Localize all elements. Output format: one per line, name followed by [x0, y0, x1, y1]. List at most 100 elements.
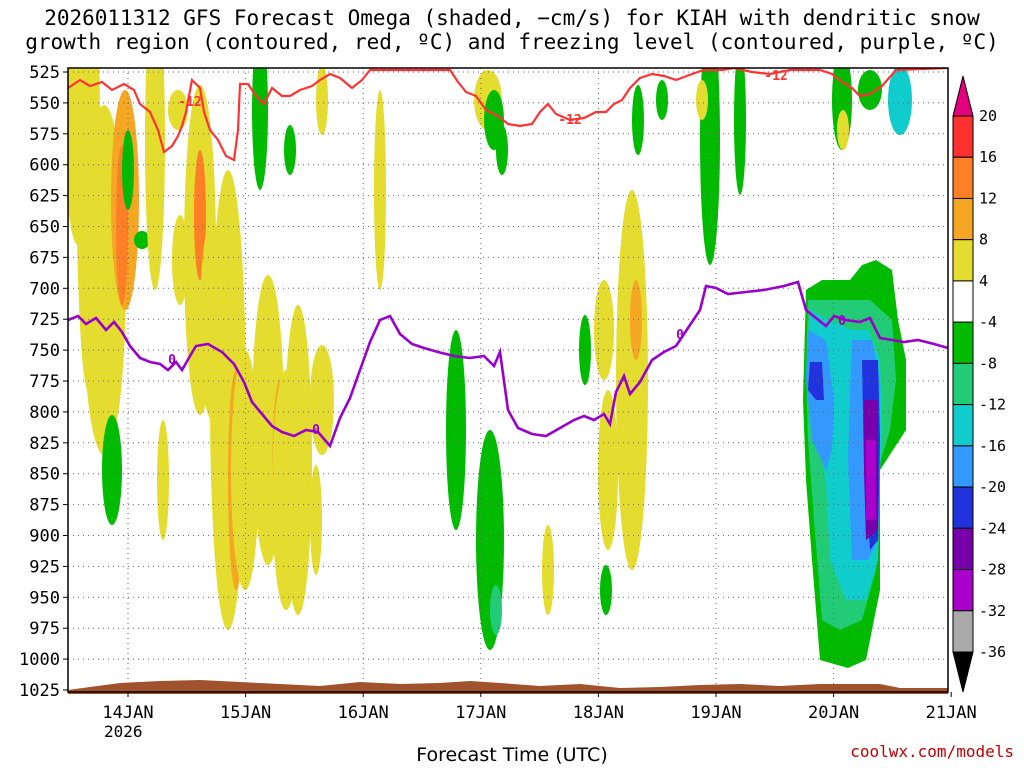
x-tick-label: 17JAN — [455, 703, 506, 723]
colorbar-segment — [952, 527, 974, 571]
dendritic-contour — [68, 68, 948, 162]
colorbar-label: -12 — [979, 396, 1006, 414]
omega-region — [866, 440, 876, 520]
plot-frame — [67, 67, 949, 693]
colorbar-label: 12 — [979, 189, 997, 207]
y-tick-label: 750 — [29, 341, 60, 361]
x-axis-label: Forecast Time (UTC) — [416, 744, 608, 766]
x-tick-label: 16JAN — [338, 703, 389, 723]
colorbar-label: -32 — [979, 602, 1006, 620]
freezing-contour-label: 0 — [312, 423, 320, 438]
y-tick-label: 1025 — [19, 681, 60, 701]
colorbar-segment — [952, 362, 974, 406]
omega-cell — [252, 68, 268, 190]
colorbar-segment — [952, 445, 974, 488]
omega-shading — [68, 68, 912, 668]
omega-cell — [310, 345, 334, 455]
omega-cell — [231, 350, 259, 590]
omega-cell — [122, 130, 134, 210]
omega-cell — [858, 70, 882, 110]
freezing-contour-label: 0 — [168, 353, 176, 368]
omega-cell — [316, 68, 328, 135]
x-tick-label: 15JAN — [220, 703, 271, 723]
colorbar-segment — [952, 404, 974, 447]
x-axis: 14JAN 15JAN 16JAN 17JAN 18JAN 19JAN 20JAN 21JAN — [102, 692, 977, 723]
colorbar-label: 4 — [979, 272, 988, 290]
colorbar-label: -28 — [979, 561, 1006, 579]
colorbar-segment — [952, 321, 974, 364]
colorbar-segment — [952, 280, 974, 323]
omega-cell — [310, 465, 322, 575]
y-tick-label: 675 — [29, 248, 60, 268]
omega-cell — [632, 85, 644, 155]
colorbar-segment — [952, 569, 974, 612]
dendritic-contour-label: -12 — [558, 113, 581, 128]
colorbar: 20 16 12 8 4 -4 -8 -12 -16 -20 -24 -28 -32 -36 — [952, 75, 1006, 693]
colorbar-segment — [952, 239, 974, 282]
omega-cell — [102, 415, 122, 525]
y-axis: 525 550 575 600 625 650 675 700 725 750 775 800 825 8… — [19, 63, 68, 701]
omega-cell — [194, 150, 206, 280]
omega-cell — [496, 125, 508, 175]
freezing-contour-label: 0 — [676, 328, 684, 343]
colorbar-label: -36 — [979, 643, 1006, 661]
y-tick-label: 825 — [29, 434, 60, 454]
colorbar-segment — [952, 610, 974, 653]
omega-cell — [446, 330, 466, 530]
y-tick-label: 800 — [29, 403, 60, 423]
omega-cell — [172, 215, 188, 305]
contours: -12 -12 -12 0 0 0 0 — [68, 68, 948, 449]
freezing-contour-label: 0 — [838, 314, 846, 329]
omega-cell — [542, 525, 554, 615]
omega-cell — [696, 80, 708, 120]
ground-terrain — [68, 680, 948, 694]
x-tick-label: 21JAN — [926, 703, 977, 723]
colorbar-label: 8 — [979, 231, 988, 249]
y-tick-label: 900 — [29, 527, 60, 547]
freezing-level-contour — [68, 280, 948, 449]
omega-cell — [616, 190, 648, 570]
y-tick-label: 775 — [29, 372, 60, 392]
colorbar-bottom-triangle — [952, 651, 974, 693]
y-tick-label: 850 — [29, 465, 60, 485]
y-tick-label: 600 — [29, 156, 60, 176]
colorbar-label: -8 — [979, 354, 997, 372]
omega-cell — [284, 305, 312, 615]
terrain-fill — [68, 680, 948, 694]
x-tick-label: 20JAN — [808, 703, 859, 723]
omega-cell — [888, 68, 912, 135]
y-tick-label: 975 — [29, 619, 60, 639]
omega-cell — [579, 315, 591, 385]
omega-region — [808, 362, 824, 400]
credit-link[interactable]: coolwx.com/models — [850, 742, 1014, 761]
colorbar-segment — [952, 197, 974, 241]
omega-cell — [594, 280, 614, 380]
colorbar-label: -20 — [979, 478, 1006, 496]
x-tick-label: 19JAN — [690, 703, 741, 723]
y-tick-label: 925 — [29, 557, 60, 577]
y-tick-label: 875 — [29, 496, 60, 516]
chart-title-line-1: 2026011312 GFS Forecast Omega (shaded, −… — [44, 6, 980, 30]
colorbar-segment — [952, 486, 974, 529]
colorbar-segment — [952, 115, 974, 158]
colorbar-segment — [952, 156, 974, 199]
x-tick-label: 18JAN — [573, 703, 624, 723]
colorbar-label: -24 — [979, 519, 1006, 537]
omega-cell — [145, 68, 165, 290]
omega-cell — [837, 110, 849, 150]
dendritic-contour-label: -12 — [178, 95, 201, 110]
omega-cell — [656, 80, 668, 120]
colorbar-label: 20 — [979, 107, 997, 125]
chart-title-line-2: growth region (contoured, red, ºC) and f… — [25, 30, 999, 54]
colorbar-label: -4 — [979, 313, 997, 331]
omega-cell — [598, 390, 618, 550]
y-tick-label: 725 — [29, 310, 60, 330]
omega-cell — [134, 231, 150, 249]
y-tick-label: 575 — [29, 125, 60, 145]
y-tick-label: 650 — [29, 218, 60, 238]
y-tick-label: 1000 — [19, 650, 60, 670]
y-tick-label: 625 — [29, 187, 60, 207]
omega-cell — [630, 280, 642, 360]
dendritic-contour-label: -12 — [764, 69, 787, 84]
